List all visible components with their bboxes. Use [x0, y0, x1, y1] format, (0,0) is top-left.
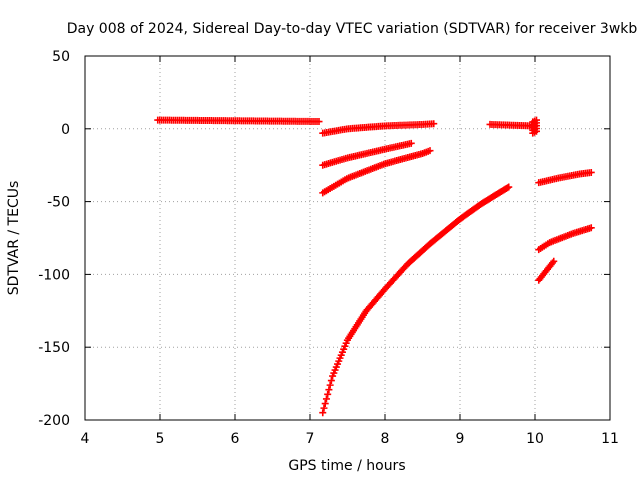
series-arc-5: [319, 183, 513, 417]
data-point: [315, 118, 323, 126]
y-axis-label: SDTVAR / TECUs: [6, 181, 22, 296]
y-tick-label: -50: [47, 195, 70, 211]
series-arc-2: [319, 120, 438, 137]
series-arc-8: [535, 168, 595, 187]
data-point: [321, 400, 329, 408]
x-tick-label: 8: [381, 431, 390, 447]
data-point: [430, 120, 438, 128]
data-point: [587, 168, 595, 176]
y-tick-label: -200: [38, 413, 70, 429]
data-point: [550, 257, 558, 265]
data-point: [407, 139, 415, 147]
chart-title: Day 008 of 2024, Sidereal Day-to-day VTE…: [67, 21, 638, 37]
series-arc-4: [319, 147, 434, 197]
series-arc-3: [319, 139, 415, 169]
grid: [85, 56, 610, 420]
x-tick-label: 9: [456, 431, 465, 447]
data-point: [324, 390, 332, 398]
series-arc-1: [154, 116, 323, 126]
axis-ticks: 4 5 6 7 8 9 10 11 -200 -150 -100 -50 0 50: [38, 49, 619, 447]
x-tick-label: 11: [601, 431, 619, 447]
x-tick-label: 7: [306, 431, 315, 447]
x-tick-label: 4: [81, 431, 90, 447]
data-point: [326, 381, 334, 389]
y-tick-label: 50: [52, 49, 70, 65]
data-point: [320, 404, 328, 412]
data-point: [327, 377, 335, 385]
data-point: [319, 409, 327, 417]
data-point: [426, 147, 434, 155]
x-axis-label: GPS time / hours: [288, 458, 405, 474]
x-tick-label: 10: [526, 431, 544, 447]
y-tick-label: 0: [61, 122, 70, 138]
plot-frame: [84, 55, 611, 421]
data-point: [322, 395, 330, 403]
series-arc-10: [535, 257, 558, 284]
y-tick-label: -150: [38, 340, 70, 356]
series-arc-6: [486, 120, 535, 130]
data-point: [533, 116, 540, 124]
x-tick-label: 5: [156, 431, 165, 447]
y-tick-label: -100: [38, 267, 70, 283]
series-arc-7: [529, 116, 540, 137]
data-point: [325, 386, 333, 394]
data-point: [587, 224, 595, 232]
data-points: [154, 116, 595, 417]
x-tick-label: 6: [231, 431, 240, 447]
data-point: [505, 183, 513, 191]
series-arc-9: [535, 224, 595, 254]
